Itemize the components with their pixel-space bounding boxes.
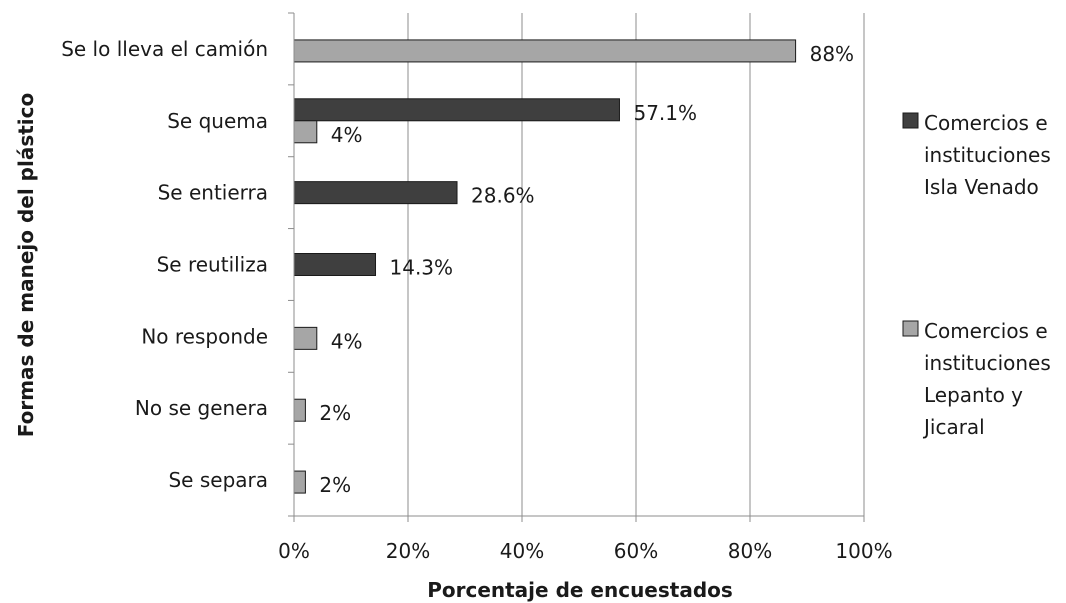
category-label: Se entierra: [158, 181, 268, 205]
category-label: Se lo lleva el camión: [61, 37, 268, 61]
legend-label: instituciones: [924, 351, 1051, 375]
legend-label: Lepanto y: [924, 383, 1023, 407]
x-tick-label: 60%: [614, 539, 658, 563]
data-label: 88%: [810, 42, 854, 66]
bar-lepanto-jicaral: [293, 39, 797, 63]
bar-isla-venado: [293, 181, 458, 205]
legend-label: Jicaral: [922, 415, 985, 439]
category-label: Se reutiliza: [157, 253, 268, 277]
data-label: 28.6%: [471, 184, 535, 208]
bar-lepanto-jicaral: [293, 326, 318, 350]
x-tick-label: 20%: [386, 539, 430, 563]
gridlines: [407, 13, 865, 516]
legend-swatch: [902, 320, 919, 337]
data-label: 4%: [331, 123, 363, 147]
category-label: No responde: [141, 324, 268, 348]
bar-lepanto-jicaral: [293, 120, 318, 144]
legend-swatch: [902, 112, 919, 129]
bar-isla-venado: [293, 98, 620, 122]
bar-lepanto-jicaral: [293, 398, 306, 422]
x-tick-label: 100%: [835, 539, 892, 563]
legend: Comercios e instituciones Isla Venado Comer…: [902, 111, 1051, 439]
y-axis-title: Formas de manejo del plástico: [14, 93, 38, 437]
legend-label: instituciones: [924, 143, 1051, 167]
category-label: Se quema: [167, 109, 268, 133]
data-label: 2%: [319, 401, 351, 425]
category-labels: Se lo lleva el camión Se quema Se entierra…: [61, 37, 268, 492]
x-axis-title: Porcentaje de encuestados: [427, 578, 733, 602]
x-tick-label: 40%: [500, 539, 544, 563]
category-label: No se genera: [135, 396, 268, 420]
legend-label: Comercios e: [924, 111, 1048, 135]
bar-isla-venado: [293, 253, 377, 276]
bar-lepanto-jicaral: [293, 470, 306, 494]
data-labels: 88% 57.1% 4% 28.6% 14.3% 4% 2% 2%: [319, 42, 854, 497]
bars: [293, 39, 797, 494]
x-tick-labels: 0% 20% 40% 60% 80% 100%: [278, 539, 892, 563]
data-label: 14.3%: [390, 256, 454, 280]
x-tick-label: 0%: [278, 539, 310, 563]
legend-label: Comercios e: [924, 319, 1048, 343]
legend-label: Isla Venado: [924, 175, 1039, 199]
axes: [288, 12, 865, 522]
x-tick-label: 80%: [728, 539, 772, 563]
data-label: 2%: [319, 473, 351, 497]
data-label: 57.1%: [633, 101, 697, 125]
data-label: 4%: [331, 329, 363, 353]
category-label: Se separa: [168, 468, 268, 492]
